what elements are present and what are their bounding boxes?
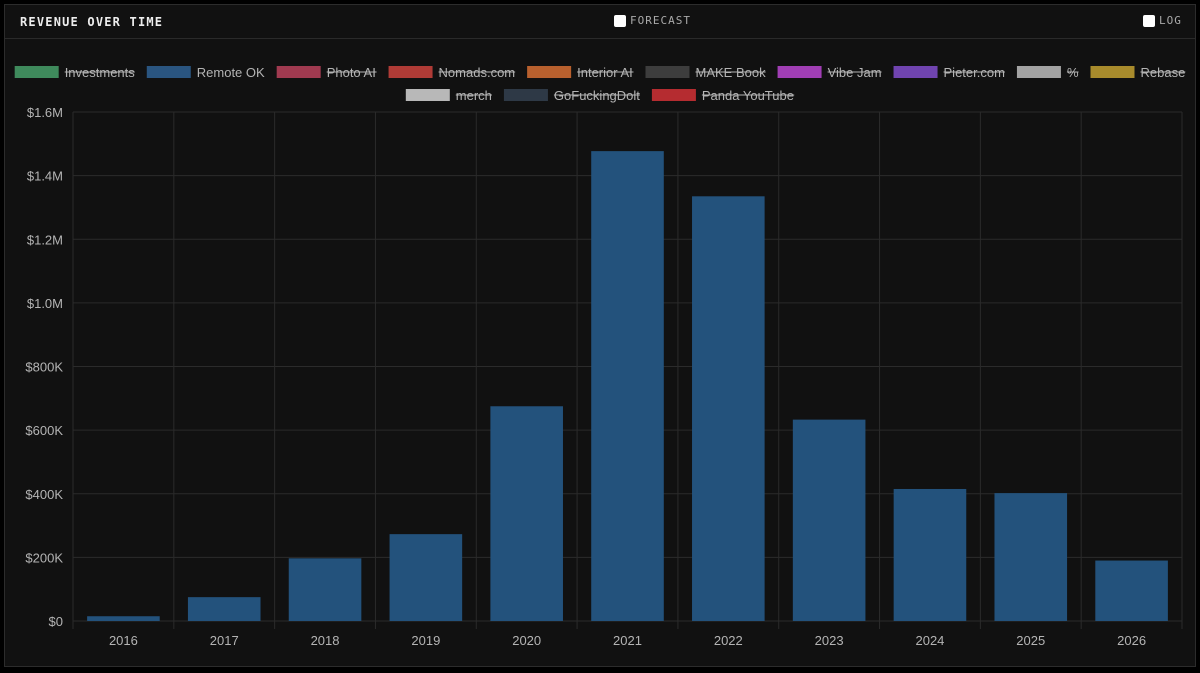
bar-remote-ok-2023[interactable] <box>792 419 866 621</box>
x-tick-label: 2021 <box>613 633 642 648</box>
x-tick-label: 2023 <box>815 633 844 648</box>
bar-remote-ok-2016[interactable] <box>87 616 160 621</box>
bar-remote-ok-2022[interactable] <box>692 196 765 621</box>
y-tick-label: $1.0M <box>27 296 63 311</box>
y-tick-label: $1.2M <box>27 232 63 247</box>
forecast-checkbox[interactable] <box>614 14 626 27</box>
y-tick-label: $200K <box>25 550 63 565</box>
bar-remote-ok-2024[interactable] <box>893 488 967 621</box>
panel-title: REVENUE OVER TIME <box>20 15 164 29</box>
bar-remote-ok-2017[interactable] <box>187 597 261 621</box>
y-tick-label: $1.6M <box>27 105 63 120</box>
x-tick-label: 2025 <box>1016 633 1045 648</box>
legend-swatch[interactable] <box>14 66 59 78</box>
y-tick-label: $0 <box>49 614 63 629</box>
x-tick-label: 2016 <box>109 633 138 648</box>
legend-swatch[interactable] <box>276 66 321 78</box>
bar-remote-ok-2026[interactable] <box>1095 560 1168 621</box>
y-tick-label: $1.4M <box>27 169 63 184</box>
bar-remote-ok-2021[interactable] <box>591 151 664 621</box>
legend-label[interactable]: Remote OK <box>197 65 265 80</box>
x-tick-label: 2018 <box>311 633 340 648</box>
legend-swatch[interactable] <box>1090 66 1135 78</box>
forecast-label: FORECAST <box>630 14 691 27</box>
bar-remote-ok-2018[interactable] <box>288 558 362 621</box>
x-tick-label: 2024 <box>915 633 944 648</box>
log-toggle[interactable]: LOG <box>1143 14 1182 27</box>
log-checkbox[interactable] <box>1143 14 1155 27</box>
x-tick-label: 2019 <box>411 633 440 648</box>
y-tick-label: $800K <box>25 360 63 375</box>
legend-swatch[interactable] <box>527 66 572 78</box>
bar-remote-ok-2020[interactable] <box>490 406 563 621</box>
panel-header: REVENUE OVER TIME FORECAST LOG <box>5 5 1195 39</box>
legend-swatch[interactable] <box>777 66 822 78</box>
legend-swatch[interactable] <box>405 89 450 101</box>
legend-swatch[interactable] <box>1016 66 1061 78</box>
forecast-toggle[interactable]: FORECAST <box>614 14 691 27</box>
x-tick-label: 2022 <box>714 633 743 648</box>
y-tick-label: $400K <box>25 487 63 502</box>
x-tick-label: 2017 <box>210 633 239 648</box>
legend-swatch[interactable] <box>388 66 433 78</box>
legend-swatch[interactable] <box>651 89 696 101</box>
legend-swatch[interactable] <box>893 66 938 78</box>
legend-swatch[interactable] <box>645 66 690 78</box>
bar-remote-ok-2019[interactable] <box>389 534 463 621</box>
x-tick-label: 2020 <box>512 633 541 648</box>
legend-swatch[interactable] <box>146 66 191 78</box>
bar-remote-ok-2025[interactable] <box>994 493 1068 621</box>
y-tick-label: $600K <box>25 423 63 438</box>
log-label: LOG <box>1159 14 1182 27</box>
legend-swatch[interactable] <box>503 89 548 101</box>
x-tick-label: 2026 <box>1117 633 1146 648</box>
